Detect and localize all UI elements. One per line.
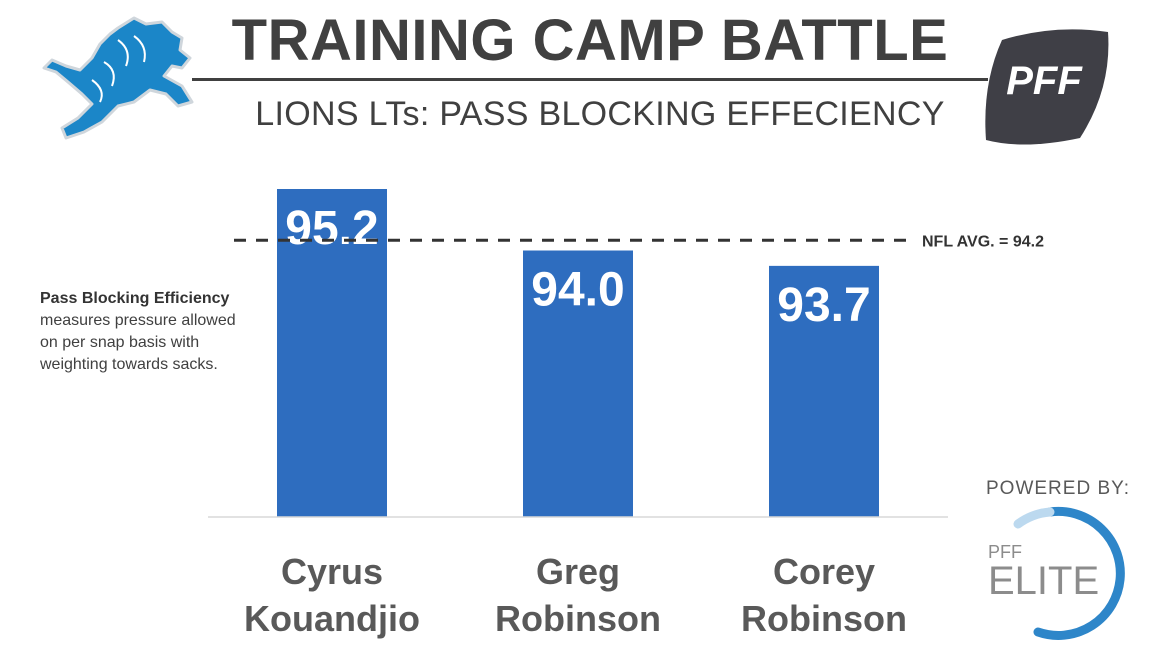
metric-name: Pass Blocking Efficiency xyxy=(40,290,230,307)
page-title: TRAINING CAMP BATTLE xyxy=(231,8,949,73)
bar-value-label-2: 93.7 xyxy=(777,279,870,332)
pff-logo: PFF xyxy=(984,28,1110,148)
metric-description: measures pressure allowed on per snap ba… xyxy=(40,312,236,373)
bar-2 xyxy=(769,265,879,517)
powered-by-label: POWERED BY: xyxy=(986,478,1131,499)
pff-elite-logo: PFF ELITE xyxy=(978,502,1138,642)
category-label-1-line-1: Robinson xyxy=(495,598,661,639)
bar-value-label-0: 95.2 xyxy=(285,202,378,255)
title-divider xyxy=(192,78,988,81)
detroit-lions-logo xyxy=(22,10,198,144)
category-label-0-line-0: Cyrus xyxy=(281,551,383,592)
category-label-1-line-0: Greg xyxy=(536,551,620,592)
elite-logo-elite-text: ELITE xyxy=(988,559,1099,603)
category-label-2-line-0: Corey xyxy=(773,551,875,592)
nfl-average-label: NFL AVG. = 94.2 xyxy=(922,233,1044,250)
bar-value-label-1: 94.0 xyxy=(531,264,624,317)
pff-logo-text: PFF xyxy=(1006,59,1083,103)
bar-1 xyxy=(523,250,633,517)
category-label-0-line-1: Kouandjio xyxy=(244,598,420,639)
metric-definition: Pass Blocking Efficiency measures pressu… xyxy=(40,288,240,376)
bar-0 xyxy=(277,189,387,517)
elite-logo-pff-text: PFF xyxy=(988,542,1022,562)
page-subtitle: LIONS LTs: PASS BLOCKING EFFECIENCY xyxy=(255,95,945,133)
category-label-2-line-1: Robinson xyxy=(741,598,907,639)
